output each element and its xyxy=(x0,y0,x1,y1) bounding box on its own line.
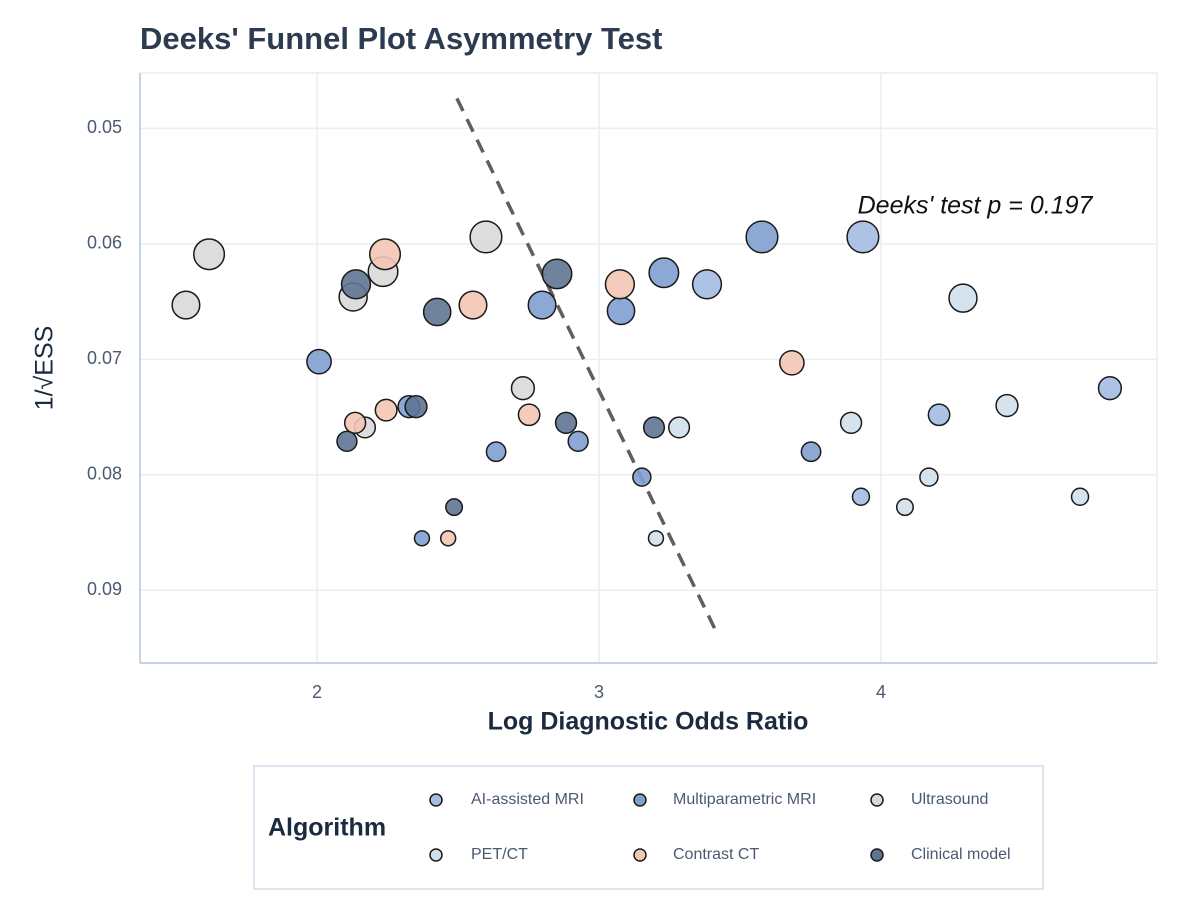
point xyxy=(895,498,914,517)
y-tick-label: 0.08 xyxy=(87,464,122,484)
point xyxy=(413,530,431,547)
point xyxy=(445,498,464,517)
point xyxy=(995,393,1019,418)
x-axis-label: Log Diagnostic Odds Ratio xyxy=(488,708,809,736)
point xyxy=(336,430,358,453)
legend-title: Algorithm xyxy=(268,814,386,842)
point xyxy=(745,220,779,254)
point xyxy=(642,416,666,439)
x-tick-label: 3 xyxy=(594,682,604,702)
point xyxy=(458,290,488,320)
point xyxy=(343,411,367,435)
point xyxy=(374,398,398,422)
y-tick-label: 0.06 xyxy=(87,233,122,253)
legend-label: PET/CT xyxy=(471,846,528,863)
point xyxy=(632,467,652,487)
point xyxy=(368,238,402,271)
legend-label: Contrast CT xyxy=(673,846,759,863)
legend-label: Multiparametric MRI xyxy=(673,791,816,808)
legend-marker xyxy=(429,848,443,862)
legend-marker xyxy=(870,793,884,807)
legend-marker xyxy=(633,793,647,807)
point xyxy=(668,416,691,439)
legend-marker xyxy=(870,848,884,862)
point xyxy=(800,441,822,463)
x-tick-label: 2 xyxy=(312,682,322,702)
point xyxy=(846,220,880,254)
point xyxy=(306,348,332,375)
y-tick-label: 0.05 xyxy=(87,117,122,137)
point xyxy=(919,467,939,487)
point xyxy=(517,403,541,427)
point xyxy=(469,220,503,254)
x-tick-label: 4 xyxy=(876,682,886,702)
chart-title: Deeks' Funnel Plot Asymmetry Test xyxy=(140,21,662,56)
point xyxy=(1097,376,1123,401)
y-tick-label: 0.07 xyxy=(87,348,122,368)
point xyxy=(527,290,557,320)
point xyxy=(171,290,201,320)
point xyxy=(948,283,978,313)
y-tick-label: 0.09 xyxy=(87,579,122,599)
point xyxy=(648,257,680,289)
point xyxy=(927,403,951,427)
legend-marker xyxy=(633,848,647,862)
annotation: Deeks' test p = 0.197 xyxy=(858,192,1094,220)
point xyxy=(554,411,578,435)
point xyxy=(541,258,573,290)
legend-label: AI-assisted MRI xyxy=(471,791,584,808)
legend-marker xyxy=(429,793,443,807)
point xyxy=(647,530,665,547)
point xyxy=(404,395,428,419)
point xyxy=(567,430,589,453)
point xyxy=(779,349,805,376)
regression-line xyxy=(455,97,720,637)
legend-box xyxy=(253,765,1044,890)
point xyxy=(851,487,871,506)
point xyxy=(691,269,723,300)
legend-label: Clinical model xyxy=(911,846,1011,863)
point xyxy=(839,411,863,435)
legend-label: Ultrasound xyxy=(911,791,988,808)
y-axis-label: 1/√ESS xyxy=(31,326,59,411)
point xyxy=(604,269,636,300)
plot-panel xyxy=(139,72,1158,664)
point xyxy=(1070,487,1090,506)
point xyxy=(193,238,226,271)
point xyxy=(422,297,452,327)
point xyxy=(340,269,372,300)
point xyxy=(606,296,636,326)
point xyxy=(485,441,507,463)
point xyxy=(439,530,457,547)
point xyxy=(510,376,536,401)
